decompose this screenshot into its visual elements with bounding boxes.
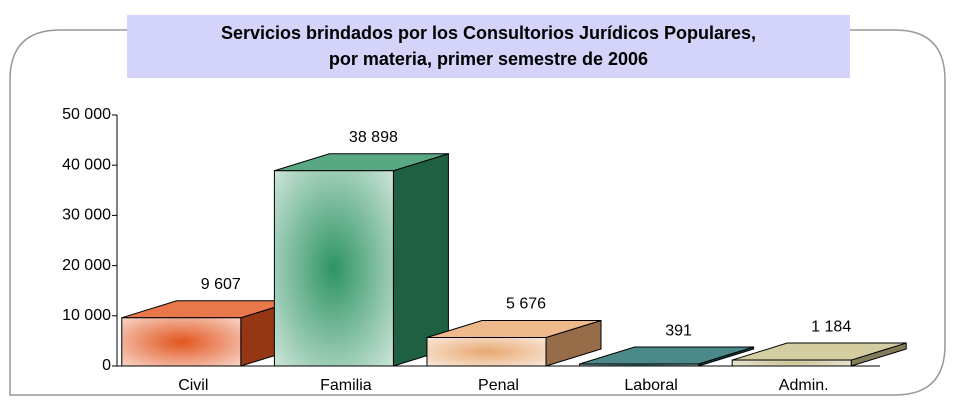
bar-front: [426, 337, 547, 367]
bar-front: [731, 359, 852, 367]
value-label: 38 898: [349, 129, 398, 146]
y-tick-label: 0: [102, 357, 111, 374]
bar-front: [579, 363, 700, 367]
y-tick-label: 30 000: [62, 207, 111, 224]
x-tick-label: Civil: [178, 377, 208, 394]
x-tick-label: Laboral: [624, 377, 677, 394]
bar: [731, 342, 907, 367]
x-tick-label: Penal: [478, 377, 519, 394]
frame: [9, 29, 946, 396]
y-tick-label: 50 000: [62, 106, 111, 123]
value-label: 9 607: [201, 276, 241, 293]
value-label: 1 184: [811, 318, 851, 335]
bar-front: [121, 317, 242, 367]
y-tick-label: 10 000: [62, 307, 111, 324]
bar: [426, 319, 602, 367]
x-tick-label: Familia: [320, 377, 372, 394]
y-tick-label: 40 000: [62, 156, 111, 173]
bar-top: [579, 346, 754, 365]
value-label: 5 676: [506, 296, 546, 313]
x-tick-label: Admin.: [779, 377, 829, 394]
bar: [579, 346, 755, 367]
value-label: 391: [665, 322, 692, 339]
bar-front: [273, 170, 394, 367]
bar: [121, 300, 297, 367]
y-tick-label: 20 000: [62, 257, 111, 274]
bar: [273, 153, 449, 367]
chart-title: Servicios brindados por los Consultorios…: [127, 15, 850, 78]
